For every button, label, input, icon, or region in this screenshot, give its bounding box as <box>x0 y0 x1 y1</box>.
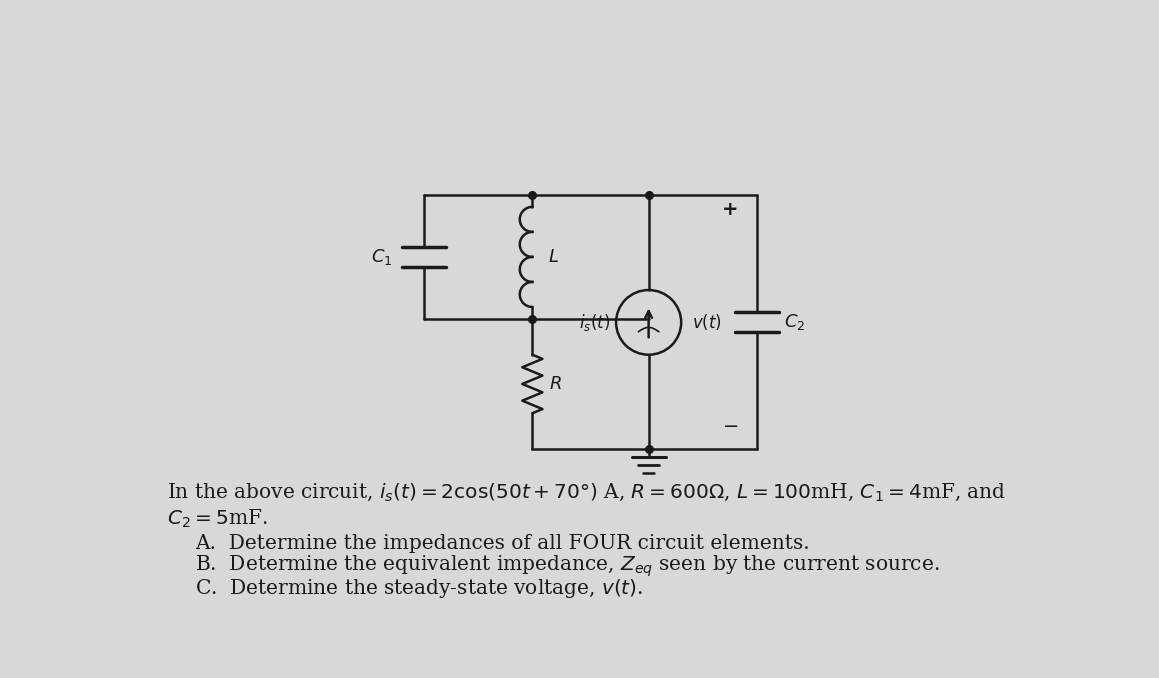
Text: $R$: $R$ <box>549 375 562 393</box>
Text: A.  Determine the impedances of all FOUR circuit elements.: A. Determine the impedances of all FOUR … <box>195 534 810 553</box>
Text: $i_s(t)$: $i_s(t)$ <box>578 312 610 333</box>
Text: In the above circuit, $i_s(t) = 2\cos(50t + 70°)$ A, $R = 600\Omega$, $L = 100$m: In the above circuit, $i_s(t) = 2\cos(50… <box>167 481 1006 502</box>
Text: $-$: $-$ <box>722 416 738 435</box>
Text: $C_1$: $C_1$ <box>371 247 392 267</box>
Text: $C_2 = 5$mF.: $C_2 = 5$mF. <box>167 508 268 530</box>
Text: $C_2$: $C_2$ <box>785 313 806 332</box>
Text: +: + <box>722 200 738 219</box>
Text: $L$: $L$ <box>548 248 559 266</box>
Text: $v(t)$: $v(t)$ <box>692 313 722 332</box>
Text: C.  Determine the steady-state voltage, $v(t)$.: C. Determine the steady-state voltage, $… <box>195 576 643 599</box>
Text: B.  Determine the equivalent impedance, $Z_{eq}$ seen by the current source.: B. Determine the equivalent impedance, $… <box>195 554 940 579</box>
